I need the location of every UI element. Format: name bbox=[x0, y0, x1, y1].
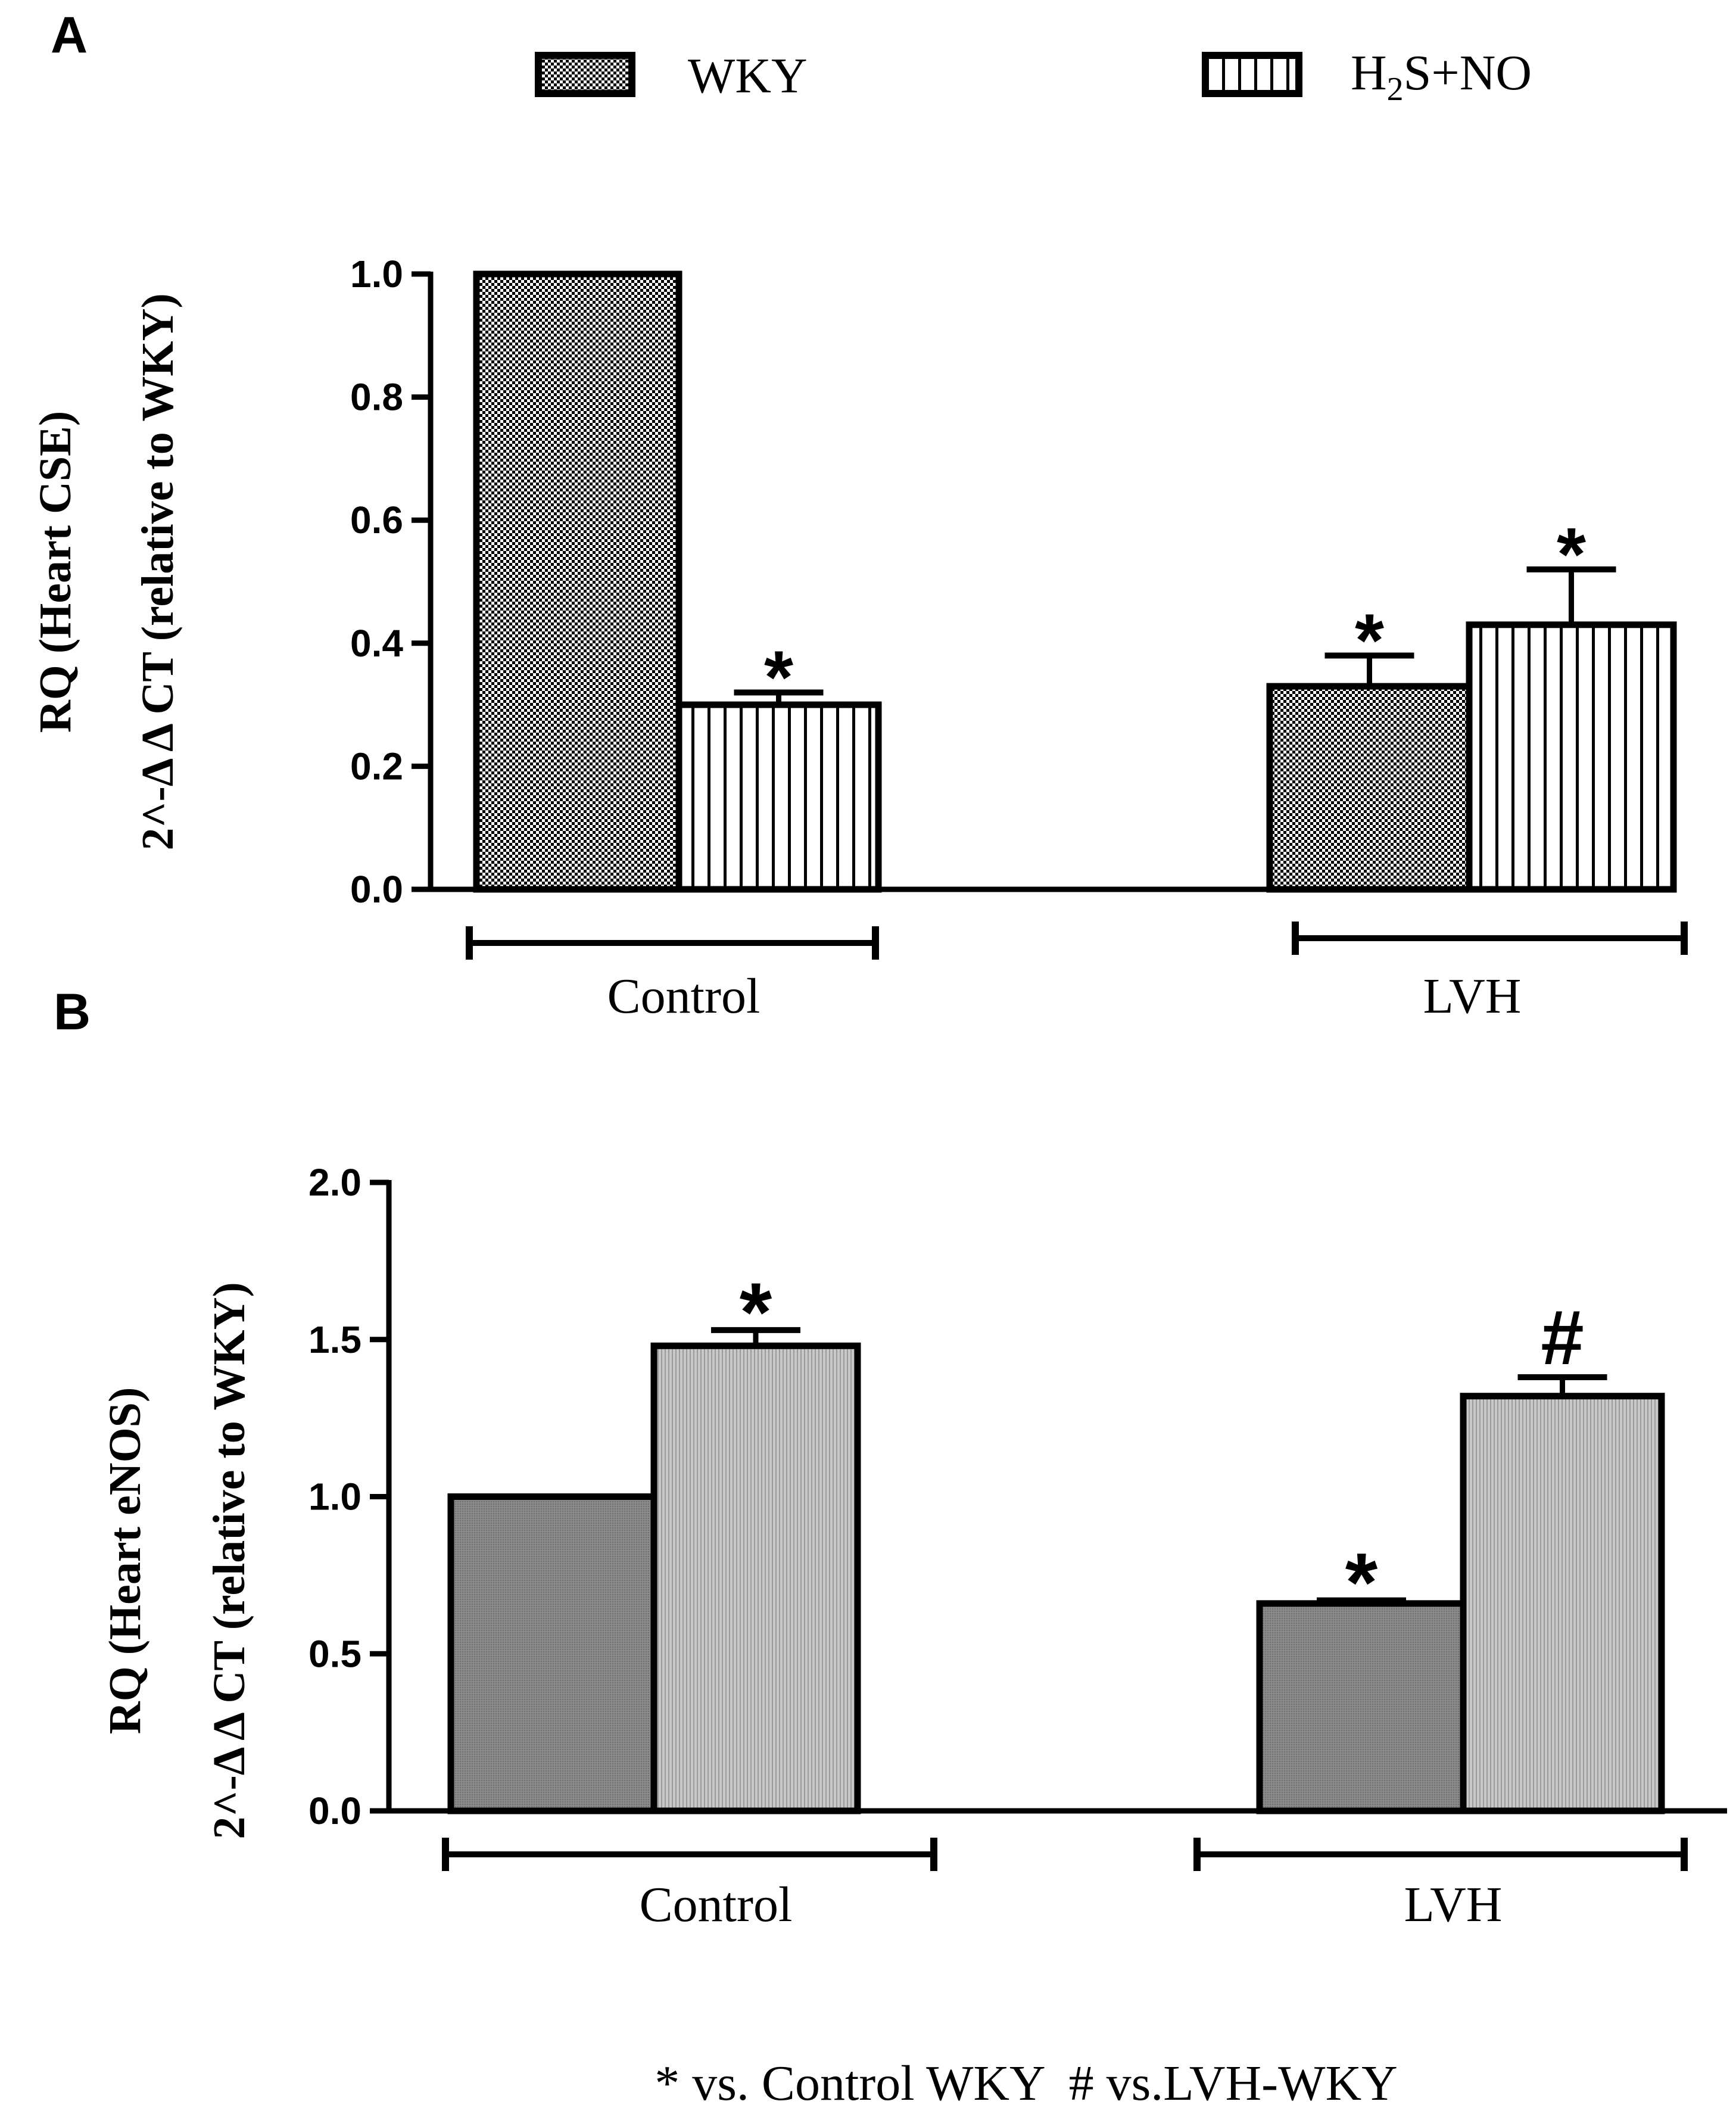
legend-label-wky: WKY bbox=[688, 48, 808, 104]
group-label-control-a: Control bbox=[607, 969, 761, 1024]
legend-label-h2sno: H2S+NO bbox=[1351, 45, 1532, 108]
bar-wky-lvh bbox=[1266, 683, 1473, 893]
panel-a: A RQ (Heart CSE) 2^-Δ Δ CT (relative to … bbox=[30, 7, 1688, 1024]
bar-h2sno-control bbox=[650, 1342, 861, 1814]
y-tick-label: 2.0 bbox=[308, 1161, 361, 1204]
y-axis-title-line2: 2^-Δ Δ CT (relative to WKY) bbox=[204, 1282, 254, 1839]
y-axis-title-line2: 2^-Δ Δ CT (relative to WKY) bbox=[133, 293, 183, 850]
legend: WKY H2S+NO bbox=[535, 45, 1532, 108]
bar-wky-lvh bbox=[1256, 1600, 1467, 1814]
y-tick-label: 0.6 bbox=[350, 499, 403, 541]
footnote: * vs. Control WKY # vs.LVH-WKY bbox=[654, 2056, 1398, 2111]
panel-label-a: A bbox=[51, 7, 88, 64]
significance-marker: * bbox=[740, 1265, 772, 1359]
bar-wky-control bbox=[447, 1493, 657, 1814]
significance-marker: * bbox=[1355, 598, 1384, 682]
bar-h2sno-control bbox=[675, 701, 882, 893]
y-axis-title-line1: RQ (Heart eNOS) bbox=[100, 1387, 150, 1735]
y-tick-label: 1.0 bbox=[308, 1475, 361, 1518]
y-tick-label: 0.8 bbox=[350, 376, 403, 419]
legend-h2sno-suffix: S+NO bbox=[1404, 45, 1532, 101]
significance-marker: * bbox=[764, 635, 793, 719]
legend-h2sno-sub: 2 bbox=[1387, 71, 1404, 108]
group-label-lvh-b: LVH bbox=[1404, 1877, 1503, 1932]
panel-b: B RQ (Heart eNOS) 2^-Δ Δ CT (relative to… bbox=[54, 983, 1727, 1932]
bar-h2sno-lvh bbox=[1460, 1393, 1665, 1814]
y-axis-title-line1: RQ (Heart CSE) bbox=[30, 411, 80, 733]
y-tick-label: 0.2 bbox=[350, 745, 403, 787]
panel-label-b: B bbox=[54, 983, 91, 1041]
bar-wky-control bbox=[473, 270, 682, 893]
legend-swatch-h2sno bbox=[1202, 52, 1302, 97]
significance-marker: * bbox=[1345, 1536, 1378, 1629]
y-tick-label: 1.5 bbox=[308, 1318, 361, 1361]
significance-marker: * bbox=[1557, 512, 1586, 596]
y-tick-label: 0.0 bbox=[308, 1789, 361, 1832]
y-tick-label: 0.0 bbox=[350, 868, 403, 911]
y-tick-label: 1.0 bbox=[350, 253, 403, 295]
bar-h2sno-lvh bbox=[1466, 621, 1677, 893]
y-tick-label: 0.4 bbox=[350, 622, 403, 665]
legend-h2sno-prefix: H bbox=[1351, 45, 1387, 101]
plot-area-a: 0.0 0.2 0.4 0.6 0.8 1.0 * * * bbox=[350, 253, 1688, 960]
plot-area-b: 0.0 0.5 1.0 1.5 2.0 * * # bbox=[308, 1161, 1727, 1871]
legend-swatch-wky bbox=[535, 52, 635, 97]
group-label-control-b: Control bbox=[640, 1877, 793, 1932]
group-label-lvh-a: LVH bbox=[1423, 969, 1522, 1024]
y-tick-label: 0.5 bbox=[308, 1632, 361, 1675]
significance-marker: # bbox=[1541, 1294, 1584, 1381]
